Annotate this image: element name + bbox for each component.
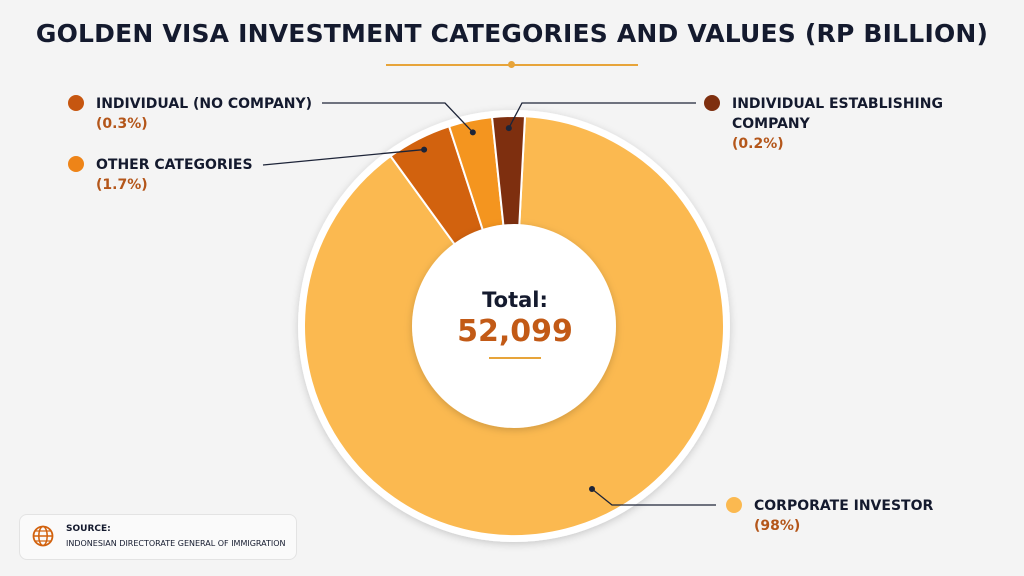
label-percent: (0.3%)	[96, 116, 148, 132]
individual-establishing-company-leader-line	[508, 102, 696, 129]
individual-establishing-company-leader-dot	[505, 125, 512, 132]
globe-icon	[32, 525, 54, 547]
label-percent: (0.2%)	[732, 136, 784, 152]
source-box: SOURCE: INDONESIAN DIRECTORATE GENERAL O…	[19, 514, 297, 560]
label-individual-establishing-company: INDIVIDUAL ESTABLISHING COMPANY (0.2%)	[704, 94, 943, 154]
legend-marker-individual-no-company	[68, 95, 84, 111]
other-categories-leader-line	[262, 148, 425, 166]
legend-marker-corporate-investor	[726, 497, 742, 513]
legend-marker-individual-establishing-company	[704, 95, 720, 111]
label-individual-no-company: INDIVIDUAL (NO COMPANY) (0.3%)	[68, 94, 312, 134]
donut-hole	[412, 224, 616, 428]
individual-no-company-leader-line	[322, 102, 474, 133]
individual-no-company-leader-dot	[469, 129, 476, 136]
label-name-line2: COMPANY	[732, 116, 810, 132]
corporate-investor-leader-line	[591, 488, 716, 506]
center-total-label: Total:	[482, 288, 548, 312]
label-corporate-investor: CORPORATE INVESTOR (98%)	[726, 496, 933, 536]
source-title: SOURCE:	[66, 524, 111, 534]
legend-marker-other-categories	[68, 156, 84, 172]
label-name: INDIVIDUAL (NO COMPANY)	[96, 96, 313, 112]
label-name: OTHER CATEGORIES	[96, 157, 253, 173]
label-percent: (1.7%)	[96, 177, 148, 193]
other-categories-leader-dot	[421, 146, 428, 153]
center-divider	[489, 357, 541, 359]
label-name: INDIVIDUAL ESTABLISHING	[732, 96, 943, 112]
label-name: CORPORATE INVESTOR	[754, 498, 934, 514]
chart-title: GOLDEN VISA INVESTMENT CATEGORIES AND VA…	[35, 19, 989, 48]
center-total-value: 52,099	[457, 314, 573, 349]
source-text: INDONESIAN DIRECTORATE GENERAL OF IMMIGR…	[66, 539, 286, 548]
corporate-investor-leader-dot	[589, 486, 595, 492]
label-other-categories: OTHER CATEGORIES (1.7%)	[68, 155, 253, 195]
title-divider-dot	[508, 61, 515, 68]
label-percent: (98%)	[754, 518, 801, 534]
